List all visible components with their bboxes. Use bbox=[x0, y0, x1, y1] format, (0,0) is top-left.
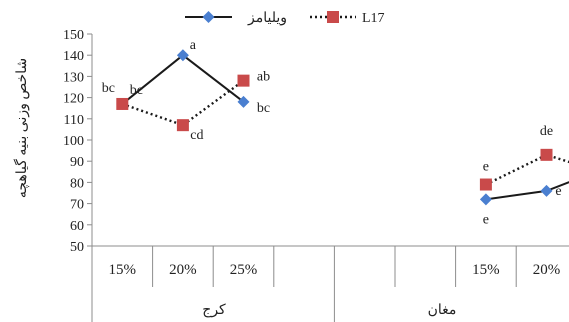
y-tick-label: 80 bbox=[70, 176, 84, 191]
y-tick-label: 110 bbox=[64, 113, 84, 128]
y-tick-label: 60 bbox=[70, 219, 84, 234]
data-point-square bbox=[479, 178, 492, 191]
legend-marker-square bbox=[327, 11, 339, 23]
legend-label: ویلیامز bbox=[247, 11, 287, 26]
significance-label: de bbox=[540, 124, 553, 139]
significance-label: e bbox=[555, 184, 561, 199]
y-tick-label: 120 bbox=[63, 92, 84, 107]
series-layer: bcabceedebccdabedee bbox=[102, 38, 569, 227]
data-point-square bbox=[237, 74, 250, 87]
series-line bbox=[485, 153, 569, 186]
x-category-label: 20% bbox=[169, 262, 197, 278]
series-line bbox=[121, 79, 245, 127]
y-tick-label: 50 bbox=[70, 240, 84, 255]
legend: ویلیامز L17 bbox=[185, 11, 385, 26]
data-point-square bbox=[116, 97, 129, 110]
x-category-label: 20% bbox=[533, 262, 561, 278]
data-point-square bbox=[176, 119, 189, 132]
x-group-label: مغان bbox=[428, 303, 457, 318]
legend-marker-diamond bbox=[202, 11, 215, 23]
significance-label: e bbox=[483, 160, 489, 175]
significance-label: a bbox=[190, 38, 197, 53]
data-point-diamond bbox=[540, 184, 553, 197]
y-tick-label: 100 bbox=[63, 134, 84, 149]
significance-label: bc bbox=[257, 101, 270, 116]
data-point-diamond bbox=[237, 95, 250, 108]
data-point-diamond bbox=[479, 193, 492, 206]
y-tick-label: 70 bbox=[70, 198, 84, 213]
x-group-label: کرج bbox=[202, 303, 226, 318]
y-tick-label: 130 bbox=[63, 70, 84, 85]
significance-label: bc bbox=[102, 81, 115, 96]
significance-label: ab bbox=[257, 70, 270, 85]
significance-label: bc bbox=[130, 83, 143, 98]
x-category-label: 15% bbox=[109, 262, 137, 278]
y-tick-label: 150 bbox=[63, 28, 84, 43]
data-point-square bbox=[540, 148, 553, 161]
y-axis-label: شاخص وزنی بنیه گیاهچه bbox=[13, 58, 30, 198]
data-point-diamond bbox=[176, 49, 189, 62]
significance-label: e bbox=[483, 212, 489, 227]
y-tick-label: 90 bbox=[70, 155, 84, 170]
significance-label: cd bbox=[190, 128, 203, 143]
y-tick-label: 140 bbox=[63, 49, 84, 64]
x-category-label: 25% bbox=[230, 262, 258, 278]
y-axis: 50 60 70 80 90 100 110 120 130 140 150 bbox=[63, 28, 93, 322]
legend-label: L17 bbox=[362, 11, 385, 26]
x-category-label: 15% bbox=[472, 262, 500, 278]
